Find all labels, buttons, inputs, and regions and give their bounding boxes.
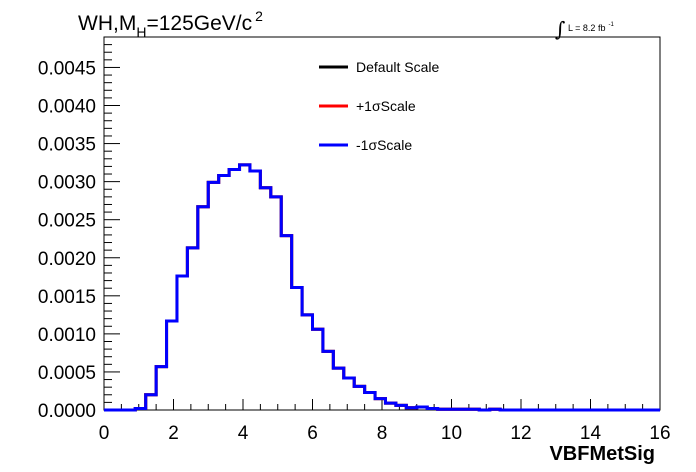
legend-label-plus1sigma: +1σScale (356, 98, 416, 114)
plot-frame (103, 36, 661, 411)
integral-sign: ∫ (555, 17, 565, 41)
y-tick-label: 0.0005 (38, 363, 96, 384)
x-tick-label: 8 (377, 423, 388, 444)
luminosity-label: ∫ L = 8.2 fb -1 (555, 17, 614, 41)
legend-entry-plus1sigma: +1σScale (319, 98, 416, 114)
x-tick-label: 4 (238, 423, 249, 444)
y-tick-label: 0.0000 (38, 401, 96, 422)
legend-entry-minus1sigma: -1σScale (319, 137, 412, 153)
x-tick-label: 0 (99, 423, 110, 444)
y-tick-label: 0.0030 (38, 173, 96, 194)
x-tick-label: 10 (441, 423, 462, 444)
legend-label-default: Default Scale (356, 59, 439, 75)
series-line-2 (104, 163, 660, 412)
chart-title: WH,MH=125GeV/c 2 (78, 8, 263, 40)
series-line-1 (104, 163, 660, 412)
legend-label-minus1sigma: -1σScale (356, 137, 412, 153)
series-line-0 (104, 163, 660, 412)
x-tick-label: 6 (307, 423, 318, 444)
series-layer (104, 163, 660, 412)
legend-entry-default: Default Scale (319, 59, 439, 75)
x-tick-label: 16 (649, 423, 670, 444)
y-tick-label: 0.0010 (38, 325, 96, 346)
y-tick-label: 0.0035 (38, 135, 96, 156)
y-tick-label: 0.0015 (38, 287, 96, 308)
y-tick-label: 0.0025 (38, 211, 96, 232)
y-axis: 0.0000 0.0005 0.0010 0.0015 0.0020 0.0025 0.00… (38, 36, 120, 422)
x-axis: 0 2 4 6 8 10 12 14 16 (99, 399, 671, 444)
x-tick-label: 14 (580, 423, 602, 444)
lumi-text: L = 8.2 fb -1 (568, 22, 614, 33)
x-tick-label: 12 (510, 423, 531, 444)
x-tick-label: 2 (168, 423, 179, 444)
x-axis-title: VBFMetSig (549, 443, 655, 465)
y-tick-label: 0.0020 (38, 249, 96, 270)
y-tick-label: 0.0040 (38, 97, 96, 118)
y-tick-label: 0.0045 (38, 58, 96, 79)
legend: Default Scale +1σScale -1σScale (319, 59, 439, 153)
